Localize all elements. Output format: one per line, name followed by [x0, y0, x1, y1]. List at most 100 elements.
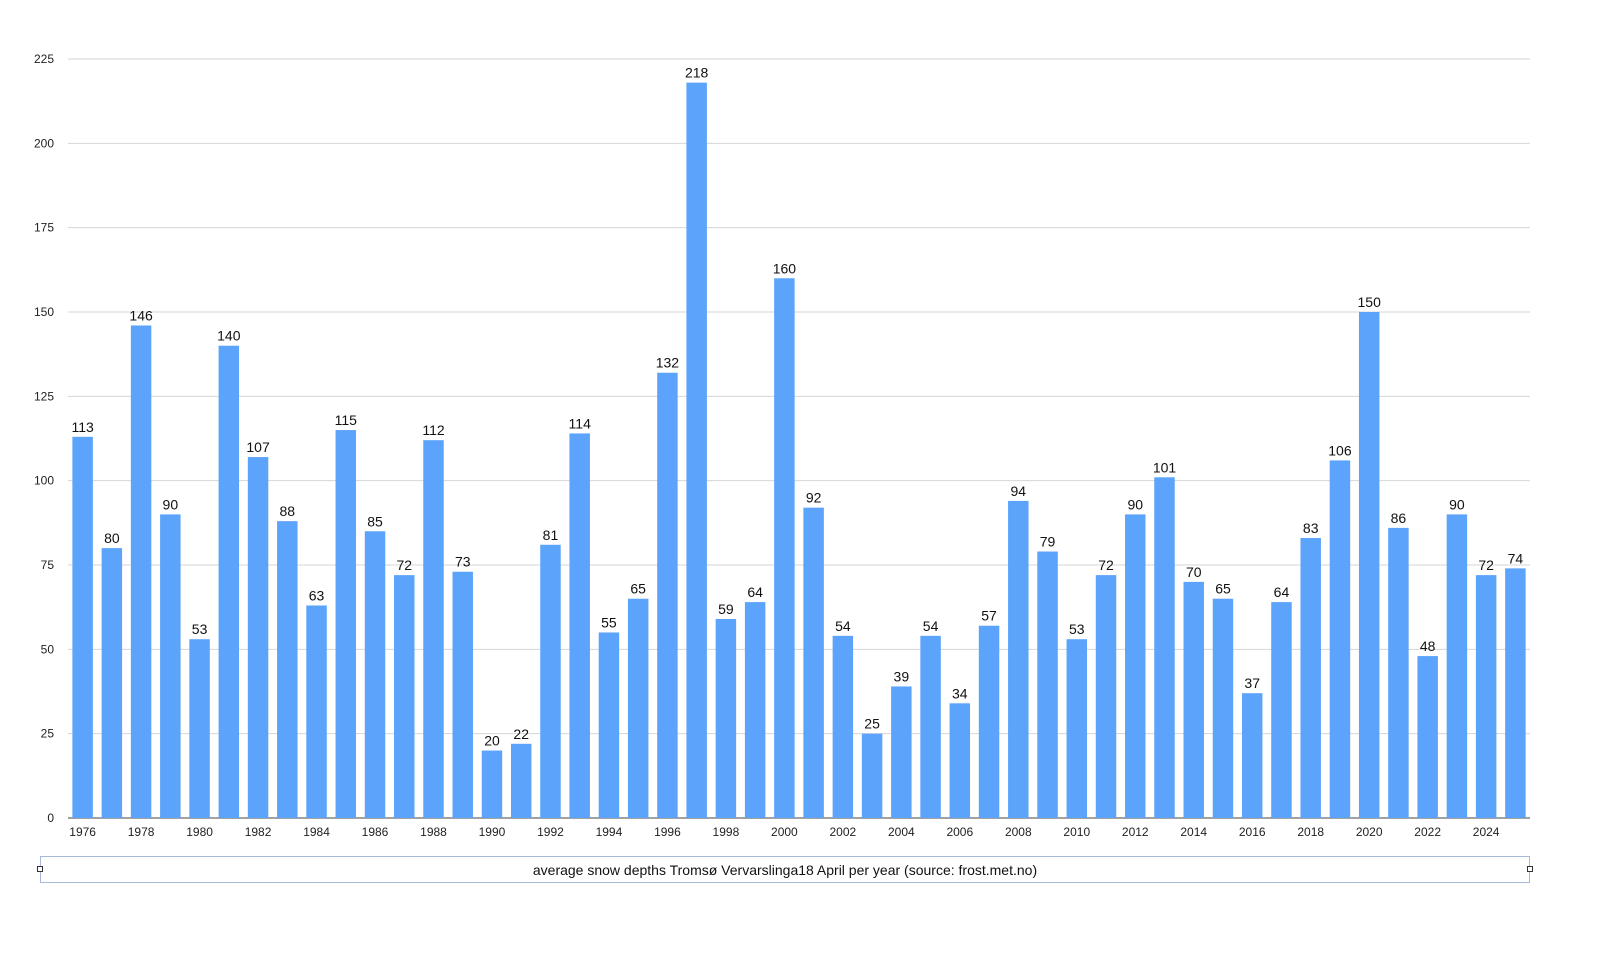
data-label: 70 [1186, 564, 1202, 580]
y-tick-label: 200 [34, 136, 54, 150]
data-label: 79 [1040, 534, 1056, 550]
bar[interactable] [1212, 598, 1234, 818]
data-label: 73 [455, 554, 471, 570]
bar[interactable] [277, 521, 298, 818]
bar[interactable] [1358, 312, 1380, 818]
data-label: 132 [656, 355, 680, 371]
y-tick-label: 25 [41, 727, 55, 741]
bar[interactable] [715, 618, 737, 818]
bar[interactable] [569, 433, 590, 818]
bar[interactable] [247, 457, 269, 818]
x-tick-label: 2008 [1005, 825, 1032, 839]
bar[interactable] [1329, 460, 1351, 818]
bar[interactable] [101, 548, 123, 818]
data-label: 22 [513, 726, 529, 742]
data-label: 80 [104, 530, 120, 546]
bar[interactable] [130, 325, 152, 818]
data-label: 65 [630, 581, 646, 597]
data-label: 72 [396, 557, 412, 573]
x-tick-label: 2022 [1414, 825, 1441, 839]
bar[interactable] [1095, 575, 1117, 818]
data-label: 53 [192, 621, 208, 637]
data-label: 65 [1215, 581, 1231, 597]
data-label: 54 [835, 618, 851, 634]
bar[interactable] [1446, 514, 1468, 818]
bar[interactable] [423, 440, 444, 818]
bar[interactable] [335, 430, 357, 818]
bar[interactable] [72, 436, 93, 818]
bar[interactable] [598, 632, 620, 818]
chart-caption[interactable]: average snow depths Tromsø Vervarslinga1… [37, 856, 1533, 883]
bars [72, 82, 1526, 818]
bar[interactable] [1154, 477, 1175, 818]
data-label: 146 [129, 307, 153, 323]
bar[interactable] [1388, 527, 1409, 818]
bar[interactable] [1241, 693, 1263, 818]
bar[interactable] [1183, 581, 1204, 818]
bar[interactable] [978, 625, 1000, 818]
bar[interactable] [832, 635, 854, 818]
bar[interactable] [861, 733, 883, 818]
data-label: 92 [806, 490, 822, 506]
data-label: 150 [1358, 294, 1382, 310]
data-label: 63 [309, 587, 325, 603]
data-label: 72 [1478, 557, 1494, 573]
data-label: 115 [335, 412, 358, 428]
data-label: 64 [747, 584, 763, 600]
bar[interactable] [306, 605, 327, 818]
x-tick-label: 1976 [69, 825, 96, 839]
bar[interactable] [1066, 639, 1088, 818]
bar[interactable] [1417, 656, 1438, 818]
bar[interactable] [394, 575, 415, 818]
bar[interactable] [891, 686, 912, 818]
bar[interactable] [481, 750, 503, 818]
bar[interactable] [1505, 568, 1526, 818]
x-tick-label: 1994 [596, 825, 623, 839]
x-tick-label: 2002 [830, 825, 857, 839]
data-label: 72 [1098, 557, 1114, 573]
bar[interactable] [744, 602, 766, 818]
bar[interactable] [949, 703, 971, 818]
bar[interactable] [1300, 538, 1321, 818]
x-tick-label: 2020 [1356, 825, 1383, 839]
bar[interactable] [1475, 575, 1497, 818]
bar[interactable] [1125, 514, 1146, 818]
data-label: 106 [1328, 442, 1352, 458]
data-label: 88 [280, 503, 296, 519]
bar[interactable] [364, 531, 386, 818]
y-tick-label: 225 [34, 52, 54, 66]
data-label: 114 [569, 415, 592, 431]
data-label: 218 [685, 65, 709, 81]
data-label: 85 [367, 513, 383, 529]
data-label: 113 [71, 419, 94, 435]
data-label: 54 [923, 618, 939, 634]
bar[interactable] [1271, 602, 1292, 818]
data-label: 90 [163, 496, 179, 512]
bar[interactable] [803, 507, 824, 818]
bar[interactable] [657, 372, 678, 818]
x-tick-label: 1980 [186, 825, 213, 839]
bar[interactable] [510, 743, 532, 818]
x-tick-label: 1998 [713, 825, 740, 839]
bar[interactable] [1037, 551, 1058, 818]
data-label: 34 [952, 685, 968, 701]
bar[interactable] [1008, 500, 1029, 818]
bar[interactable] [686, 82, 707, 818]
data-label: 59 [718, 601, 734, 617]
bar[interactable] [774, 278, 795, 818]
bar[interactable] [627, 598, 649, 818]
data-label: 57 [981, 608, 997, 624]
data-label: 112 [422, 422, 445, 438]
bar[interactable] [189, 639, 210, 818]
bar[interactable] [218, 345, 240, 818]
bar[interactable] [160, 514, 181, 818]
bar[interactable] [452, 571, 473, 818]
x-tick-label: 1984 [303, 825, 330, 839]
resize-handle-right[interactable] [1527, 866, 1533, 872]
bar[interactable] [920, 635, 941, 818]
x-tick-label: 1996 [654, 825, 681, 839]
bar[interactable] [540, 544, 561, 818]
resize-handle-left[interactable] [37, 866, 43, 872]
x-tick-label: 2000 [771, 825, 798, 839]
